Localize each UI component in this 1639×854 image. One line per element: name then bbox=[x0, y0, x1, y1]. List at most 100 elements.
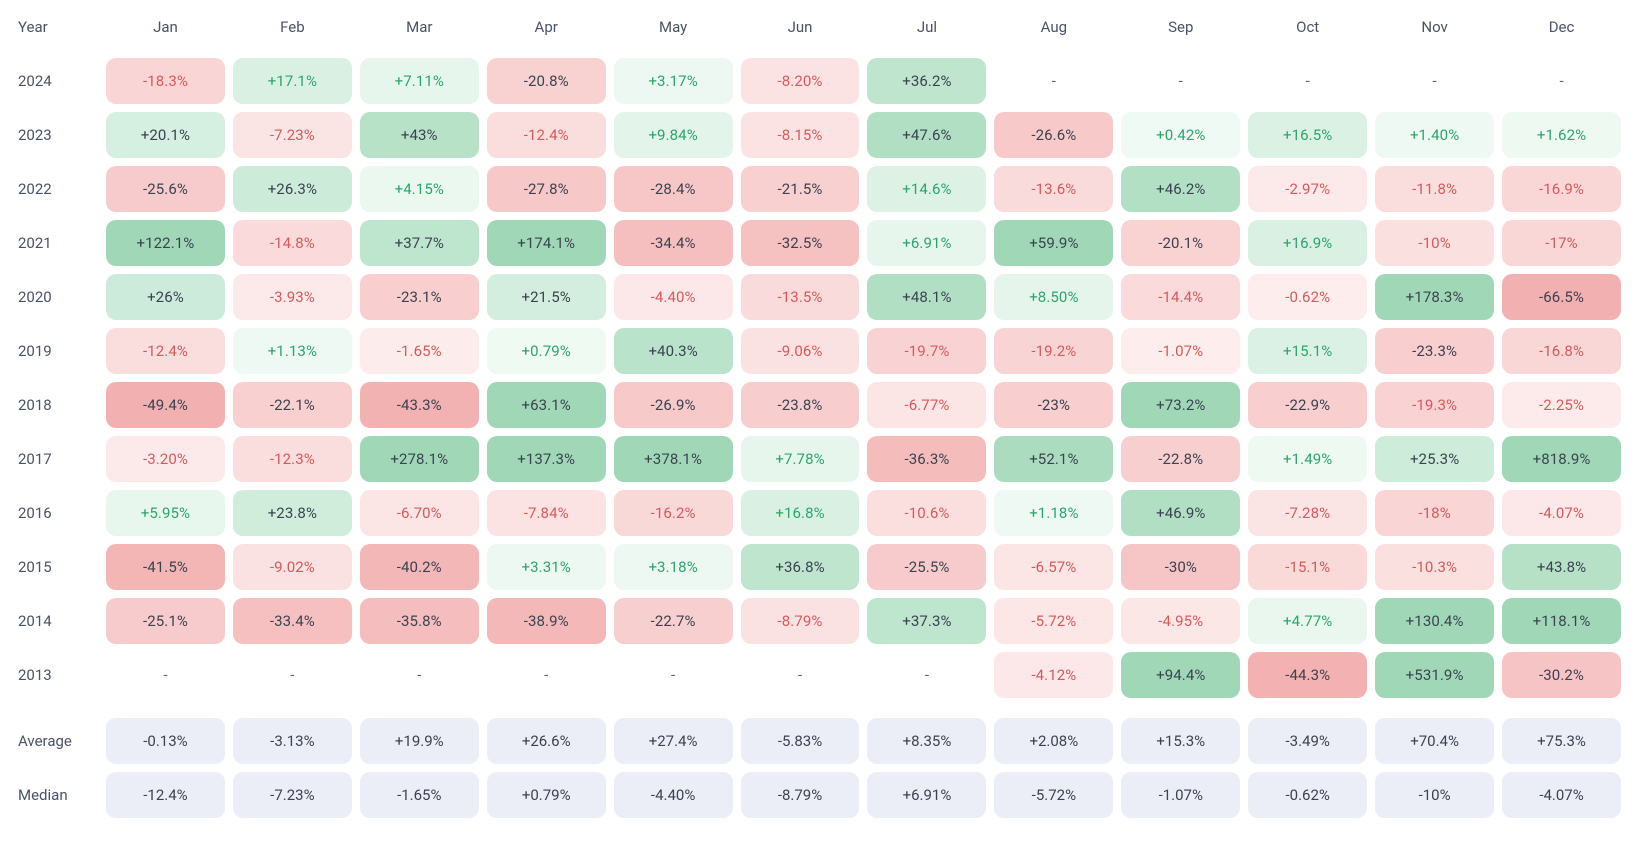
cell-missing: - bbox=[106, 652, 225, 698]
heatmap-cell: +26.3% bbox=[233, 166, 352, 212]
heatmap-cell: -7.23% bbox=[233, 112, 352, 158]
heatmap-cell: -49.4% bbox=[106, 382, 225, 428]
heatmap-cell: +16.5% bbox=[1248, 112, 1367, 158]
heatmap-cell: +25.3% bbox=[1375, 436, 1494, 482]
heatmap-cell: -18% bbox=[1375, 490, 1494, 536]
heatmap-cell: -16.8% bbox=[1502, 328, 1621, 374]
heatmap-cell: -10.3% bbox=[1375, 544, 1494, 590]
heatmap-cell: -10.6% bbox=[867, 490, 986, 536]
heatmap-cell: -3.20% bbox=[106, 436, 225, 482]
heatmap-cell: -6.57% bbox=[994, 544, 1113, 590]
heatmap-cell: +47.6% bbox=[867, 112, 986, 158]
heatmap-cell: -25.6% bbox=[106, 166, 225, 212]
heatmap-cell: -28.4% bbox=[614, 166, 733, 212]
summary-row-label: Median bbox=[18, 772, 98, 818]
heatmap-cell: +3.17% bbox=[614, 58, 733, 104]
cell-missing: - bbox=[1502, 58, 1621, 104]
heatmap-cell: -22.1% bbox=[233, 382, 352, 428]
summary-cell: -5.72% bbox=[994, 772, 1113, 818]
heatmap-cell: -22.8% bbox=[1121, 436, 1240, 482]
returns-heatmap: YearJanFebMarAprMayJunJulAugSepOctNovDec… bbox=[18, 12, 1621, 818]
heatmap-cell: +16.9% bbox=[1248, 220, 1367, 266]
heatmap-cell: -12.3% bbox=[233, 436, 352, 482]
heatmap-cell: -41.5% bbox=[106, 544, 225, 590]
heatmap-cell: -40.2% bbox=[360, 544, 479, 590]
heatmap-cell: +40.3% bbox=[614, 328, 733, 374]
heatmap-cell: +0.42% bbox=[1121, 112, 1240, 158]
row-header-year: 2021 bbox=[18, 220, 98, 266]
col-header-month: Oct bbox=[1248, 12, 1367, 50]
heatmap-cell: -19.2% bbox=[994, 328, 1113, 374]
heatmap-cell: +15.1% bbox=[1248, 328, 1367, 374]
heatmap-cell: +59.9% bbox=[994, 220, 1113, 266]
heatmap-cell: +20.1% bbox=[106, 112, 225, 158]
heatmap-cell: -23.1% bbox=[360, 274, 479, 320]
row-header-year: 2020 bbox=[18, 274, 98, 320]
col-header-month: Jan bbox=[106, 12, 225, 50]
row-header-year: 2015 bbox=[18, 544, 98, 590]
heatmap-cell: +23.8% bbox=[233, 490, 352, 536]
heatmap-cell: -8.20% bbox=[741, 58, 860, 104]
row-header-year: 2022 bbox=[18, 166, 98, 212]
heatmap-cell: -23.8% bbox=[741, 382, 860, 428]
heatmap-cell: +1.62% bbox=[1502, 112, 1621, 158]
summary-cell: -1.07% bbox=[1121, 772, 1240, 818]
heatmap-cell: -27.8% bbox=[487, 166, 606, 212]
heatmap-cell: +1.13% bbox=[233, 328, 352, 374]
col-header-month: Jun bbox=[741, 12, 860, 50]
heatmap-cell: +36.8% bbox=[741, 544, 860, 590]
heatmap-cell: +137.3% bbox=[487, 436, 606, 482]
heatmap-cell: -33.4% bbox=[233, 598, 352, 644]
col-header-month: Dec bbox=[1502, 12, 1621, 50]
summary-cell: +2.08% bbox=[994, 718, 1113, 764]
heatmap-cell: -7.28% bbox=[1248, 490, 1367, 536]
summary-cell: +0.79% bbox=[487, 772, 606, 818]
cell-missing: - bbox=[1248, 58, 1367, 104]
heatmap-cell: -7.84% bbox=[487, 490, 606, 536]
heatmap-cell: +17.1% bbox=[233, 58, 352, 104]
cell-missing: - bbox=[867, 652, 986, 698]
heatmap-cell: -14.8% bbox=[233, 220, 352, 266]
heatmap-cell: +3.18% bbox=[614, 544, 733, 590]
summary-cell: -1.65% bbox=[360, 772, 479, 818]
col-header-month: Mar bbox=[360, 12, 479, 50]
heatmap-cell: -0.62% bbox=[1248, 274, 1367, 320]
col-header-month: May bbox=[614, 12, 733, 50]
summary-cell: +19.9% bbox=[360, 718, 479, 764]
heatmap-cell: -14.4% bbox=[1121, 274, 1240, 320]
heatmap-cell: +8.50% bbox=[994, 274, 1113, 320]
heatmap-cell: -22.9% bbox=[1248, 382, 1367, 428]
cell-missing: - bbox=[614, 652, 733, 698]
heatmap-cell: +1.40% bbox=[1375, 112, 1494, 158]
row-header-year: 2023 bbox=[18, 112, 98, 158]
heatmap-cell: -23% bbox=[994, 382, 1113, 428]
heatmap-cell: +37.7% bbox=[360, 220, 479, 266]
summary-cell: -4.07% bbox=[1502, 772, 1621, 818]
heatmap-cell: -25.1% bbox=[106, 598, 225, 644]
heatmap-cell: -18.3% bbox=[106, 58, 225, 104]
heatmap-cell: +4.77% bbox=[1248, 598, 1367, 644]
heatmap-cell: -12.4% bbox=[106, 328, 225, 374]
heatmap-cell: -44.3% bbox=[1248, 652, 1367, 698]
heatmap-cell: -30% bbox=[1121, 544, 1240, 590]
summary-cell: +27.4% bbox=[614, 718, 733, 764]
summary-cell: -12.4% bbox=[106, 772, 225, 818]
summary-cell: -10% bbox=[1375, 772, 1494, 818]
row-header-year: 2014 bbox=[18, 598, 98, 644]
heatmap-cell: +46.2% bbox=[1121, 166, 1240, 212]
heatmap-cell: -5.72% bbox=[994, 598, 1113, 644]
heatmap-cell: -11.8% bbox=[1375, 166, 1494, 212]
heatmap-cell: -43.3% bbox=[360, 382, 479, 428]
row-header-year: 2013 bbox=[18, 652, 98, 698]
heatmap-cell: +174.1% bbox=[487, 220, 606, 266]
heatmap-cell: +278.1% bbox=[360, 436, 479, 482]
heatmap-cell: +48.1% bbox=[867, 274, 986, 320]
heatmap-cell: -6.70% bbox=[360, 490, 479, 536]
heatmap-cell: +52.1% bbox=[994, 436, 1113, 482]
summary-cell: -8.79% bbox=[741, 772, 860, 818]
heatmap-cell: -23.3% bbox=[1375, 328, 1494, 374]
cell-missing: - bbox=[487, 652, 606, 698]
cell-missing: - bbox=[741, 652, 860, 698]
heatmap-cell: +7.78% bbox=[741, 436, 860, 482]
heatmap-cell: -19.3% bbox=[1375, 382, 1494, 428]
